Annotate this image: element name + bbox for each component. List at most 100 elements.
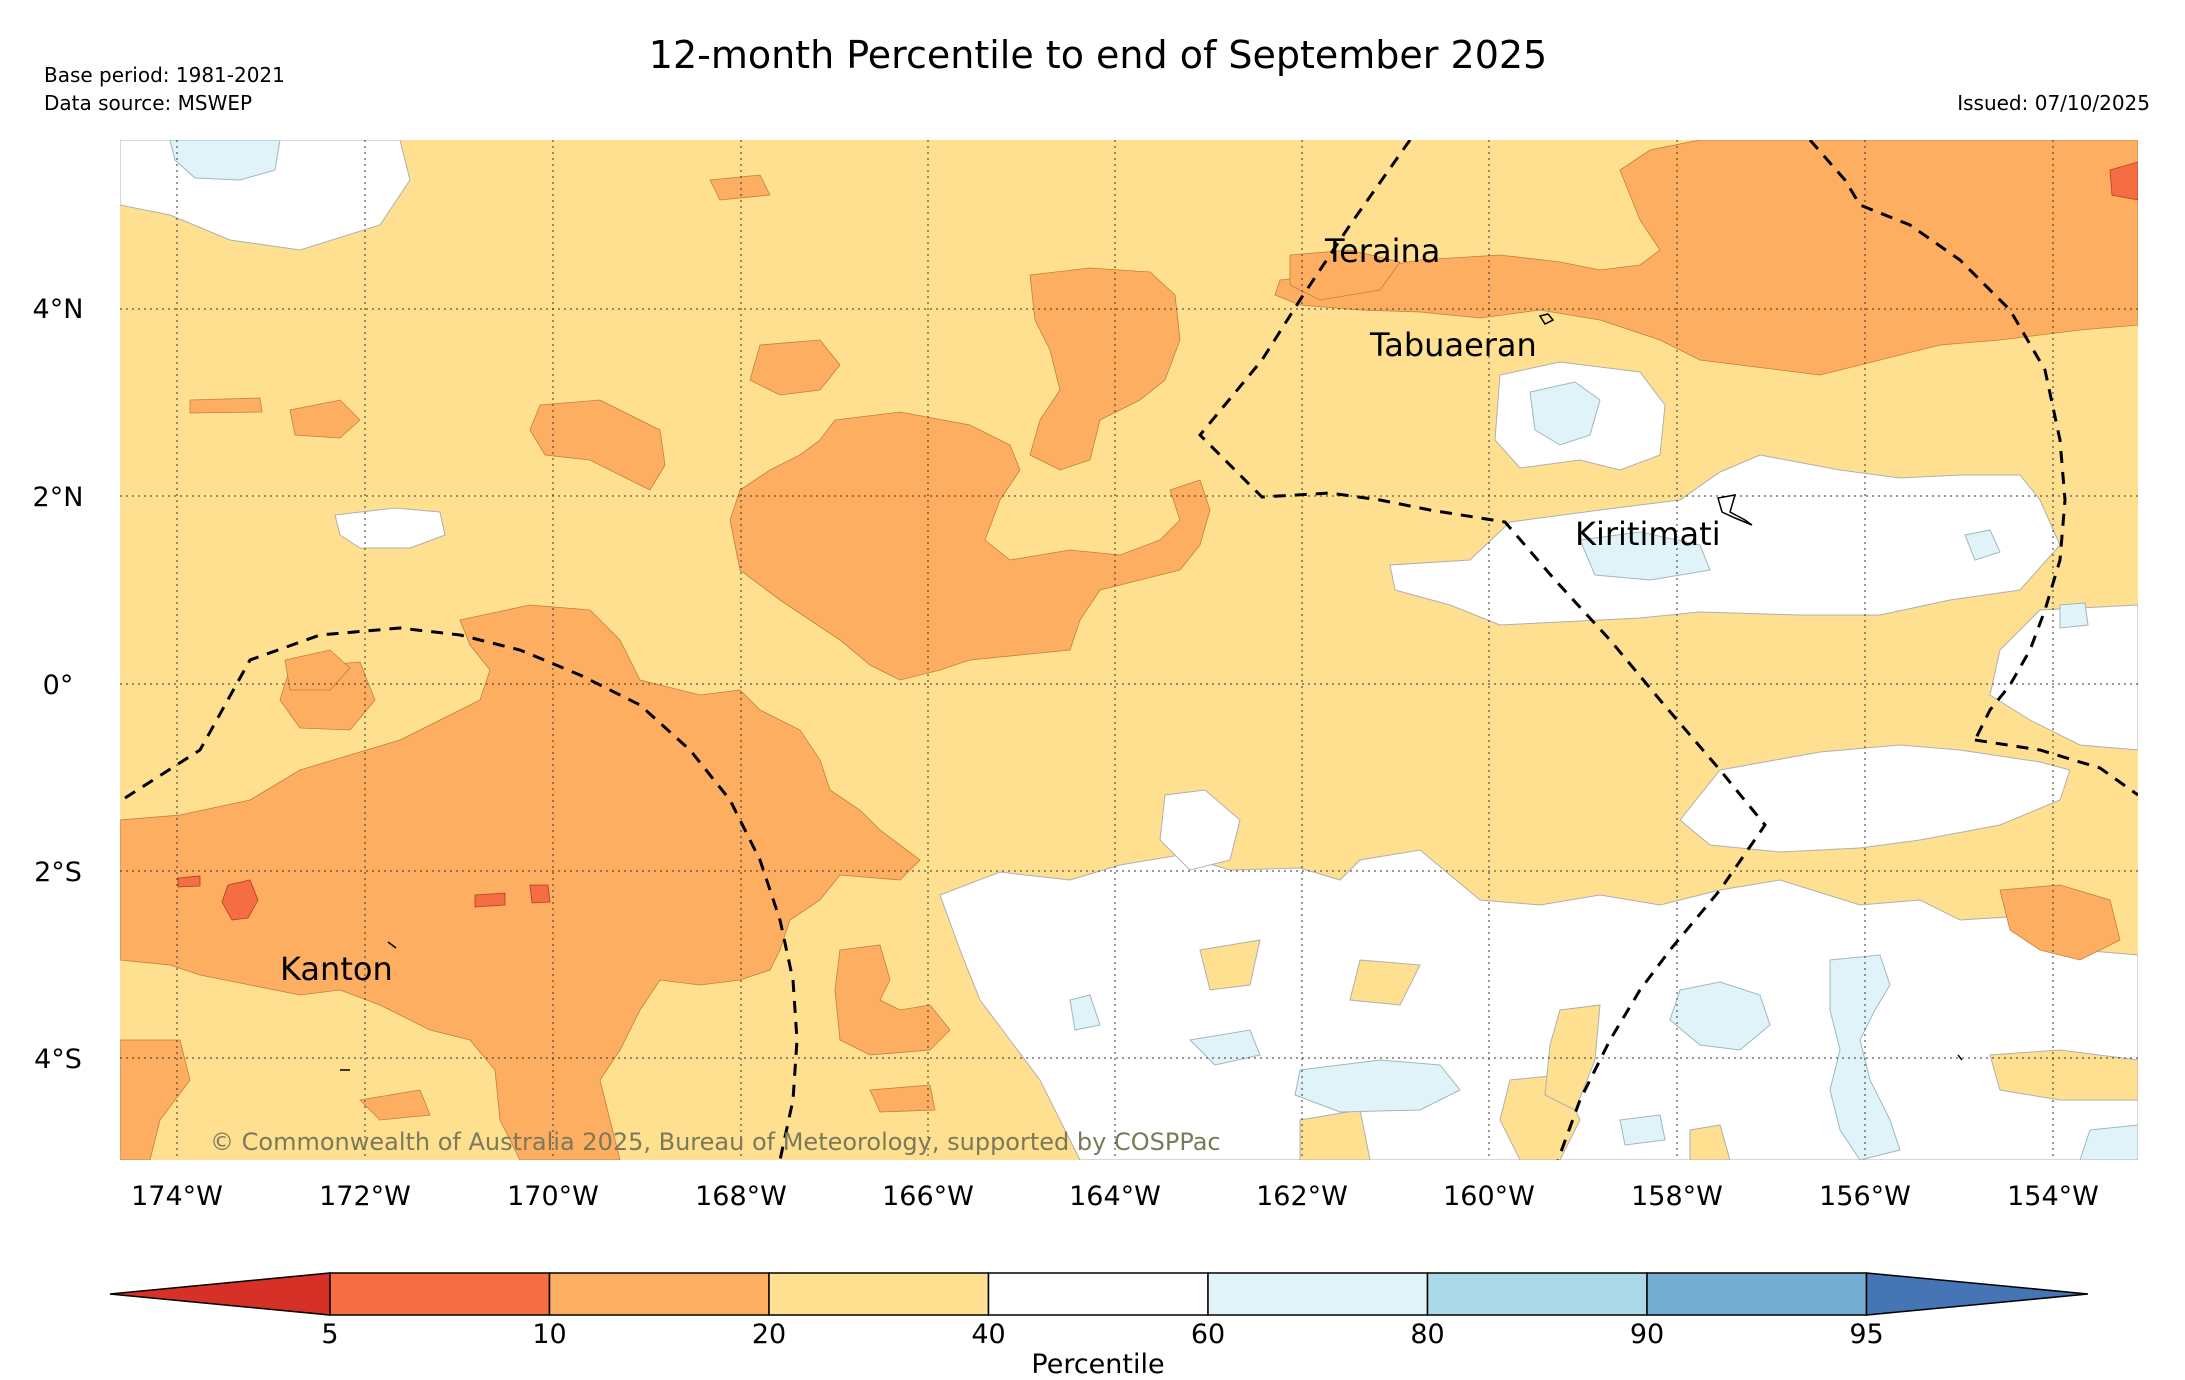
yellow-island-1 (1199, 939, 1261, 991)
orange-region-north-east (1274, 140, 2138, 376)
colorbar-tick-5: 5 (321, 1319, 338, 1350)
colorbar-segment-60-80 (1207, 1272, 1429, 1316)
orange-region-sw-edge (120, 1039, 191, 1160)
colorbar-segment-20-40 (768, 1272, 990, 1316)
lightblue-south-4 (1188, 1029, 1261, 1066)
lat-label-0: 0° (43, 670, 74, 701)
colorbar-high-extension (1865, 1272, 2089, 1316)
map-title: 12-month Percentile to end of September … (649, 33, 1547, 77)
field-20-40-islands (1199, 939, 2138, 1160)
orange-region-small-1 (749, 339, 841, 396)
lightblue-south-2 (1829, 954, 1901, 1160)
red-region-kanton-w (221, 879, 259, 921)
orange-region-small-8 (359, 1089, 431, 1121)
yellow-island-7 (1689, 1124, 1731, 1160)
orange-region-170w (529, 399, 666, 491)
lon-label-156w: 156°W (1819, 1181, 1911, 1212)
white-region-east (1989, 604, 2138, 751)
place-label-teraina: Teraina (1324, 232, 1440, 270)
orange-region-teraina (1289, 249, 1401, 301)
lon-label-166w: 166°W (882, 1181, 974, 1212)
issued-date-label: Issued: 07/10/2025 (1957, 91, 2150, 115)
lightblue-tabuaeran (1529, 381, 1601, 446)
colorbar-low-extension (109, 1272, 331, 1316)
colorbar-tick-60: 60 (1191, 1319, 1225, 1350)
lightblue-south-1 (1669, 981, 1771, 1051)
red-region-small-1 (474, 892, 506, 908)
lightblue-south-5 (1069, 994, 1101, 1031)
red-region-small-2 (529, 884, 551, 904)
colorbar-tick-90: 90 (1630, 1319, 1664, 1350)
white-region-small-south (1159, 789, 1241, 871)
orange-region-east-south (1999, 884, 2121, 961)
eez-kanton-boundary (124, 626, 799, 1160)
base-period-label: Base period: 1981-2021 (44, 63, 285, 87)
yellow-island-2 (1349, 959, 1421, 1006)
place-label-kanton: Kanton (280, 950, 393, 988)
map-plot-area: Teraina Tabuaeran Kiritimati Kanton © Co… (120, 140, 2138, 1160)
island-outlines (340, 313, 1963, 1071)
tabuaeran-island (1538, 313, 1555, 325)
colorbar-legend: 5 10 20 40 60 80 90 95 Percentile (109, 1272, 2089, 1380)
eez-southeast-boundary (1974, 738, 2138, 797)
place-label-kiritimati: Kiritimati (1575, 515, 1721, 553)
orange-region-small-2 (289, 399, 361, 439)
lon-label-174w: 174°W (131, 1181, 223, 1212)
longitude-labels: 174°W 172°W 170°W 168°W 166°W 164°W 162°… (131, 1181, 2099, 1212)
orange-region-central (729, 411, 1211, 681)
orange-region-south-west (120, 604, 921, 1160)
lon-label-170w: 170°W (507, 1181, 599, 1212)
eez-boundaries (124, 140, 2138, 1160)
graticule (120, 140, 2138, 1160)
lightblue-south-6 (1619, 1114, 1666, 1146)
lightblue-nw (169, 140, 281, 181)
lat-label-4n: 4°N (33, 294, 84, 325)
red-region-small-3 (177, 875, 201, 888)
kanton-island (387, 941, 397, 949)
colorbar-segment-40-60 (987, 1272, 1209, 1316)
orange-region-164w (1029, 267, 1181, 471)
colorbar-title: Percentile (1031, 1349, 1164, 1380)
colorbar-tick-40: 40 (971, 1319, 1005, 1350)
lat-label-2s: 2°S (34, 857, 82, 888)
white-region-small-w (334, 507, 446, 549)
kiritimati-island (1717, 494, 1753, 526)
orange-region-small-9 (869, 1084, 936, 1113)
place-label-tabuaeran: Tabuaeran (1369, 326, 1537, 364)
lightblue-south-3 (1294, 1059, 1461, 1113)
lon-label-154w: 154°W (2007, 1181, 2099, 1212)
colorbar-tick-10: 10 (532, 1319, 566, 1350)
orange-region-small-4 (709, 174, 771, 201)
yellow-island-6 (1299, 1109, 1371, 1160)
colorbar-tick-95: 95 (1849, 1319, 1883, 1350)
orange-region-small-6 (284, 649, 351, 691)
lon-label-172w: 172°W (319, 1181, 411, 1212)
lon-label-164w: 164°W (1069, 1181, 1161, 1212)
colorbar-tick-20: 20 (752, 1319, 786, 1350)
colorbar-segment-5-10 (329, 1272, 551, 1316)
small-island-2 (1957, 1054, 1963, 1061)
copyright-notice: © Commonwealth of Australia 2025, Bureau… (210, 1128, 1221, 1156)
lat-label-2n: 2°N (33, 482, 84, 513)
lightblue-se (2079, 1124, 2138, 1160)
eez-line-islands-east-boundary (1808, 140, 2067, 741)
colorbar-segment-90-95 (1646, 1272, 1868, 1316)
latitude-labels: 4°N 2°N 0° 2°S 4°S (33, 294, 84, 1075)
orange-region-small-3 (189, 397, 263, 414)
lon-label-158w: 158°W (1631, 1181, 1723, 1212)
field-10-20 (120, 140, 2138, 1160)
lat-label-4s: 4°S (34, 1044, 82, 1075)
lon-label-160w: 160°W (1443, 1181, 1535, 1212)
field-5-10 (177, 161, 2138, 921)
eez-line-islands-west-boundary (1197, 140, 1767, 1160)
lon-label-168w: 168°W (695, 1181, 787, 1212)
data-source-label: Data source: MSWEP (44, 91, 252, 115)
lightblue-east (2059, 602, 2089, 629)
colorbar-tick-80: 80 (1410, 1319, 1444, 1350)
lon-label-162w: 162°W (1256, 1181, 1348, 1212)
red-region-ne (2109, 161, 2138, 201)
yellow-island-5 (1989, 1049, 2138, 1101)
colorbar-segment-80-90 (1426, 1272, 1648, 1316)
